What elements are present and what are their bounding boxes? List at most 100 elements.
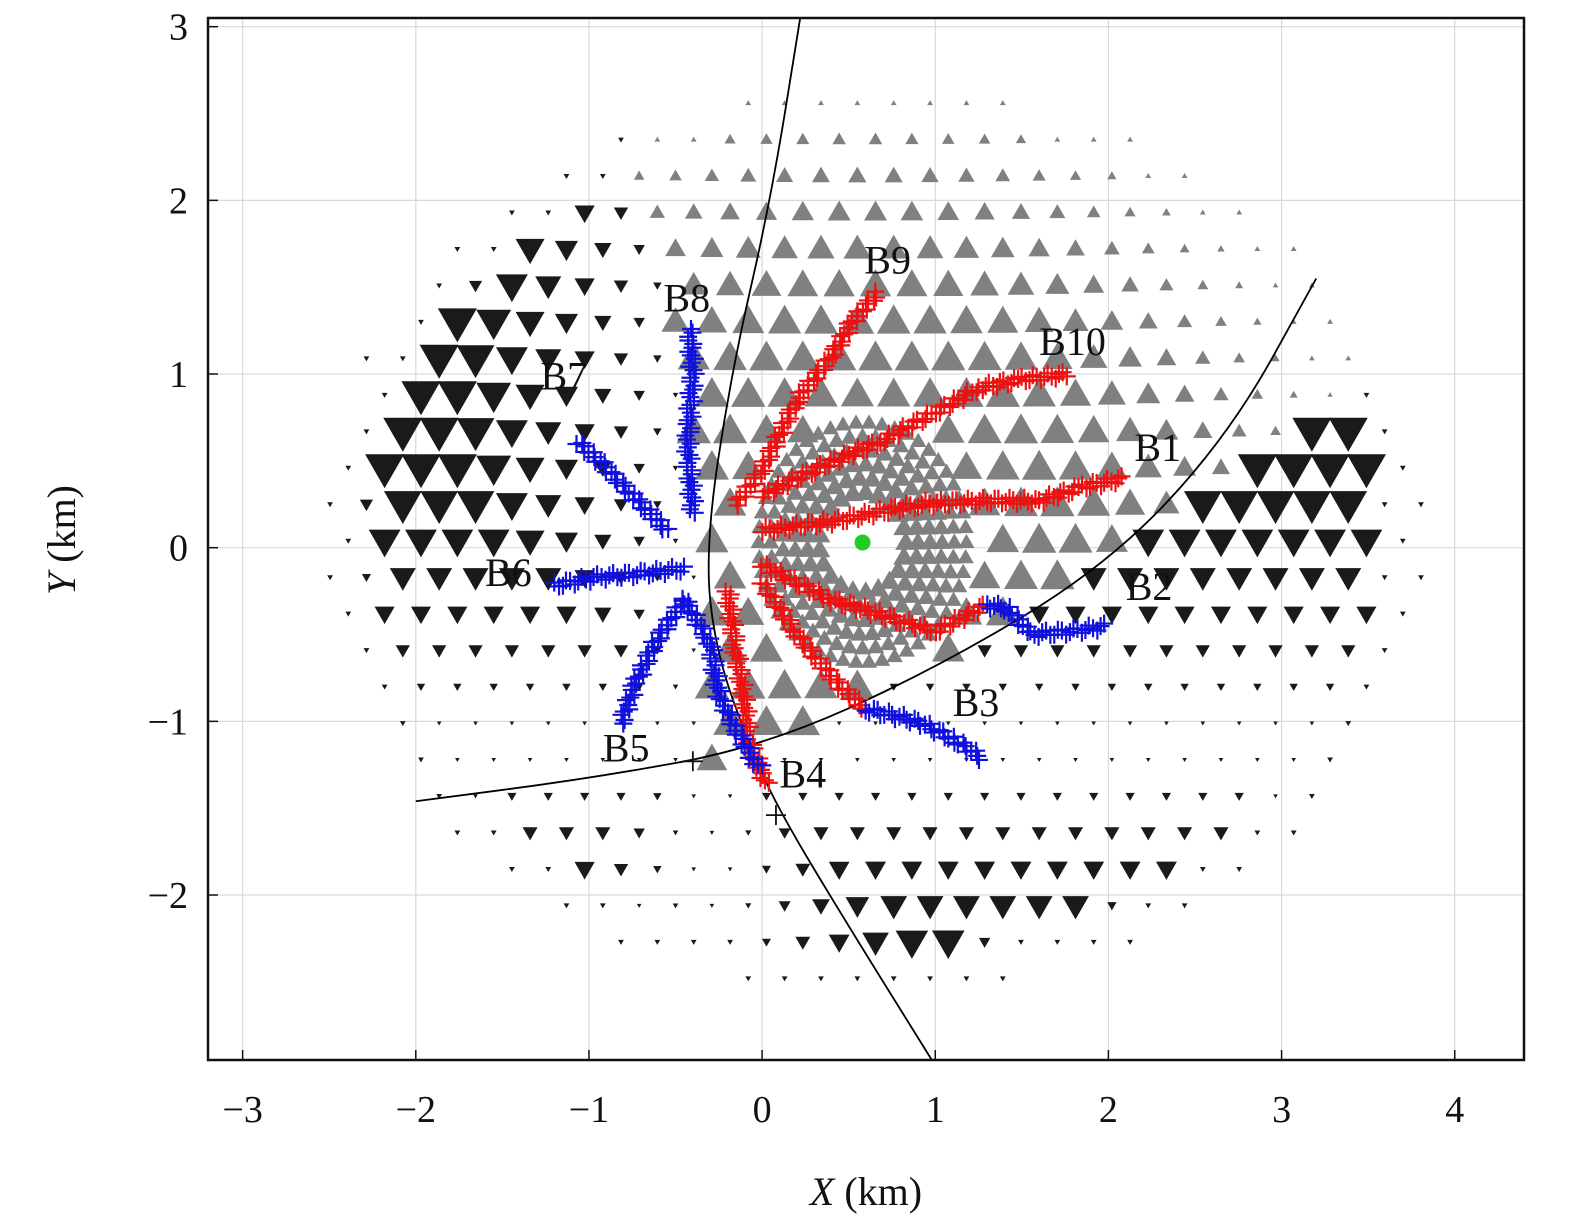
uplift-triangle — [1004, 341, 1038, 370]
path-marker — [565, 575, 584, 594]
point-markers — [682, 534, 871, 826]
uplift-triangle — [1077, 486, 1111, 516]
uplift-triangle — [695, 523, 729, 553]
subsidence-triangle — [1164, 721, 1169, 726]
uplift-triangle — [847, 414, 865, 429]
subsidence-triangle — [455, 757, 460, 762]
path-marker — [680, 445, 699, 464]
uplift-triangle — [776, 167, 794, 183]
uplift-triangle — [785, 539, 805, 557]
subsidence-triangle — [416, 683, 426, 691]
path-marker — [639, 651, 658, 670]
uplift-triangle — [788, 554, 808, 572]
uplift-triangle — [879, 234, 908, 259]
y-tick-label: 2 — [169, 180, 188, 222]
subsidence-triangle — [365, 454, 405, 489]
uplift-triangle — [1138, 312, 1158, 329]
subsidence-triangle — [476, 455, 512, 487]
subsidence-triangle — [389, 568, 416, 591]
subsidence-triangle — [545, 866, 552, 872]
subsidence-triangle — [594, 315, 612, 331]
subsidence-triangle — [691, 575, 697, 580]
uplift-triangle — [950, 578, 968, 593]
subsidence-triangle — [535, 495, 562, 518]
uplift-triangle — [1345, 355, 1352, 361]
subsidence-triangle — [836, 721, 842, 726]
subsidence-triangle — [574, 278, 595, 297]
subsidence-triangle — [468, 645, 483, 658]
y-tick-label: 0 — [169, 528, 188, 570]
subsidence-triangle — [580, 792, 590, 801]
subsidence-triangle — [1205, 529, 1237, 558]
subsidence-triangle — [907, 792, 917, 801]
uplift-triangle — [885, 583, 906, 601]
subsidence-triangle — [525, 683, 535, 691]
subsidence-triangle — [1329, 491, 1368, 524]
uplift-triangle — [837, 622, 856, 639]
subsidence-triangle — [1363, 392, 1370, 398]
path-marker — [831, 327, 850, 346]
subsidence-triangle — [543, 792, 553, 801]
uplift-triangle — [715, 270, 745, 296]
path-marker — [616, 691, 635, 710]
subsidence-triangle — [1199, 866, 1206, 872]
subsidence-triangle — [1290, 830, 1297, 836]
subsidence-triangle — [419, 344, 459, 379]
path-marker — [707, 687, 726, 706]
uplift-triangle — [1095, 523, 1128, 552]
uplift-triangle — [923, 464, 941, 480]
uplift-triangle — [974, 201, 995, 220]
subsidence-triangle — [1320, 606, 1341, 625]
y-axis-title: Y (km) — [39, 485, 84, 595]
uplift-triangle — [908, 599, 927, 616]
subsidence-triangle — [1174, 606, 1195, 625]
subsidence-triangle — [1381, 648, 1388, 654]
uplift-triangle — [751, 269, 782, 296]
subsidence-triangle — [613, 280, 629, 293]
subsidence-triangle — [535, 276, 562, 300]
path-marker — [866, 282, 885, 301]
path-marker — [1025, 625, 1044, 644]
subsidence-triangle — [812, 899, 830, 915]
subsidence-triangle — [598, 683, 607, 691]
path-marker — [941, 617, 960, 636]
subsidence-triangle — [363, 429, 370, 435]
uplift-triangle — [868, 132, 883, 145]
uplift-triangle — [1236, 209, 1243, 215]
uplift-triangle — [827, 200, 851, 221]
uplift-triangle — [950, 451, 983, 479]
uplift-triangle — [767, 377, 802, 407]
path-marker — [978, 493, 997, 512]
uplift-triangle — [887, 449, 906, 466]
uplift-triangle — [963, 100, 970, 106]
uplift-triangle — [732, 596, 765, 625]
path-marker — [1052, 621, 1071, 640]
branch-label-b2: B2 — [1126, 564, 1173, 609]
uplift-triangle — [896, 269, 928, 297]
subsidence-triangle — [977, 645, 992, 658]
uplift-triangle — [750, 533, 767, 549]
subsidence-triangle — [691, 794, 697, 799]
uplift-triangle — [985, 376, 1020, 407]
subsidence-triangle — [963, 976, 970, 982]
uplift-triangle — [1156, 348, 1177, 366]
path-marker — [860, 703, 879, 722]
subsidence-triangle — [618, 137, 624, 143]
subsidence-triangle — [563, 174, 570, 180]
path-marker — [990, 372, 1009, 391]
uplift-triangle — [905, 132, 919, 145]
uplift-triangle — [815, 437, 834, 453]
subsidence-triangle — [554, 532, 579, 553]
uplift-triangle — [820, 497, 842, 516]
path-marker — [1029, 491, 1048, 510]
path-marker — [815, 351, 834, 370]
uplift-triangle — [884, 166, 903, 183]
uplift-triangle — [649, 204, 666, 218]
branch-label-b4: B4 — [779, 751, 826, 796]
subsidence-triangle — [381, 684, 388, 690]
uplift-triangle — [825, 618, 844, 635]
uplift-triangle — [901, 503, 923, 521]
subsidence-triangle — [419, 417, 459, 452]
path-marker — [757, 584, 776, 603]
path-marker — [875, 433, 894, 452]
